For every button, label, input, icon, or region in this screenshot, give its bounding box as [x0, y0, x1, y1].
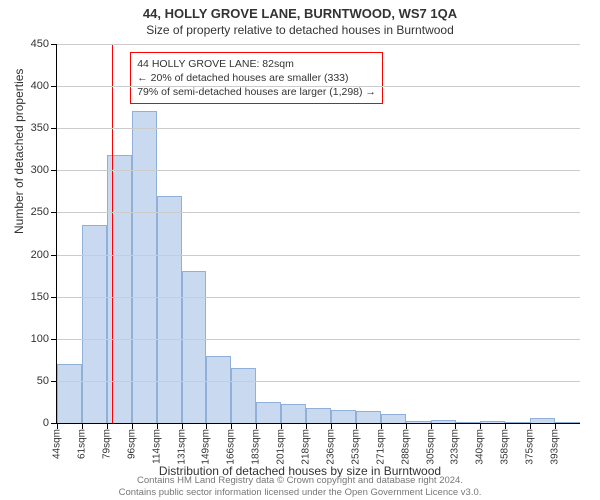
annotation-line: ← 20% of detached houses are smaller (33… [137, 71, 376, 85]
footer: Contains HM Land Registry data © Crown c… [0, 475, 600, 498]
histogram-bar [480, 421, 505, 423]
y-tick [51, 212, 57, 213]
x-tick-label: 166sqm [226, 429, 237, 465]
chart-area: 44 HOLLY GROVE LANE: 82sqm ← 20% of deta… [56, 44, 580, 424]
x-tick-label: 149sqm [201, 429, 212, 465]
grid-line [57, 297, 580, 298]
y-tick [51, 381, 57, 382]
y-tick [51, 128, 57, 129]
y-tick-label: 100 [31, 333, 49, 345]
histogram-bar [281, 404, 306, 423]
grid-line [57, 170, 580, 171]
x-tick-label: 131sqm [176, 429, 187, 465]
x-tick-label: 323sqm [450, 429, 461, 465]
y-tick [51, 297, 57, 298]
y-tick [51, 86, 57, 87]
histogram-bar [306, 408, 331, 423]
grid-line [57, 381, 580, 382]
y-tick [51, 339, 57, 340]
x-tick-label: 218sqm [301, 429, 312, 465]
reference-line [112, 44, 113, 423]
histogram-bar [57, 364, 82, 423]
y-tick [51, 44, 57, 45]
grid-line [57, 255, 580, 256]
y-tick-label: 400 [31, 80, 49, 92]
histogram-bar [157, 196, 182, 423]
histogram-bar [256, 402, 281, 423]
x-tick-label: 79sqm [101, 429, 112, 459]
histogram-bar [406, 421, 431, 423]
annotation-box: 44 HOLLY GROVE LANE: 82sqm ← 20% of deta… [130, 52, 383, 105]
x-tick-label: 375sqm [525, 429, 536, 465]
y-tick [51, 170, 57, 171]
x-tick-label: 253sqm [350, 429, 361, 465]
y-tick-label: 250 [31, 206, 49, 218]
page-subtitle: Size of property relative to detached ho… [0, 21, 600, 37]
y-tick-label: 0 [43, 417, 49, 429]
y-tick-label: 350 [31, 122, 49, 134]
grid-line [57, 128, 580, 129]
y-tick-label: 150 [31, 291, 49, 303]
histogram-bar [231, 368, 256, 423]
plot-area: 44 HOLLY GROVE LANE: 82sqm ← 20% of deta… [56, 44, 580, 424]
y-tick [51, 255, 57, 256]
y-tick-label: 300 [31, 164, 49, 176]
x-tick-label: 44sqm [52, 429, 63, 459]
histogram-bar [505, 422, 530, 423]
y-axis-title: Number of detached properties [12, 69, 26, 234]
x-tick-label: 393sqm [550, 429, 561, 465]
x-tick-label: 183sqm [251, 429, 262, 465]
histogram-bar [107, 155, 132, 423]
grid-line [57, 86, 580, 87]
grid-line [57, 44, 580, 45]
x-tick-label: 96sqm [126, 429, 137, 459]
y-tick-label: 200 [31, 249, 49, 261]
histogram-bar [132, 111, 157, 423]
x-tick-label: 236sqm [325, 429, 336, 465]
histogram-bar [456, 422, 481, 423]
histogram-bar [206, 356, 231, 423]
x-tick-label: 305sqm [425, 429, 436, 465]
footer-line: Contains HM Land Registry data © Crown c… [0, 475, 600, 486]
page-title: 44, HOLLY GROVE LANE, BURNTWOOD, WS7 1QA [0, 0, 600, 21]
histogram-bar [356, 411, 381, 423]
x-tick-label: 358sqm [500, 429, 511, 465]
histogram-bar [381, 414, 406, 423]
x-tick-label: 201sqm [276, 429, 287, 465]
histogram-bar [331, 410, 356, 423]
y-tick-label: 50 [37, 375, 49, 387]
x-tick-label: 61sqm [76, 429, 87, 459]
histogram-bar [555, 422, 580, 423]
footer-line: Contains public sector information licen… [0, 487, 600, 498]
x-tick-label: 271sqm [375, 429, 386, 465]
x-tick-label: 340sqm [475, 429, 486, 465]
x-tick-label: 288sqm [400, 429, 411, 465]
y-tick-label: 450 [31, 38, 49, 50]
annotation-line: 44 HOLLY GROVE LANE: 82sqm [137, 57, 376, 71]
histogram-bar [182, 271, 207, 423]
x-tick-label: 114sqm [151, 429, 162, 464]
grid-line [57, 339, 580, 340]
histogram-bar [431, 420, 456, 423]
histogram-bar [530, 418, 555, 423]
grid-line [57, 212, 580, 213]
